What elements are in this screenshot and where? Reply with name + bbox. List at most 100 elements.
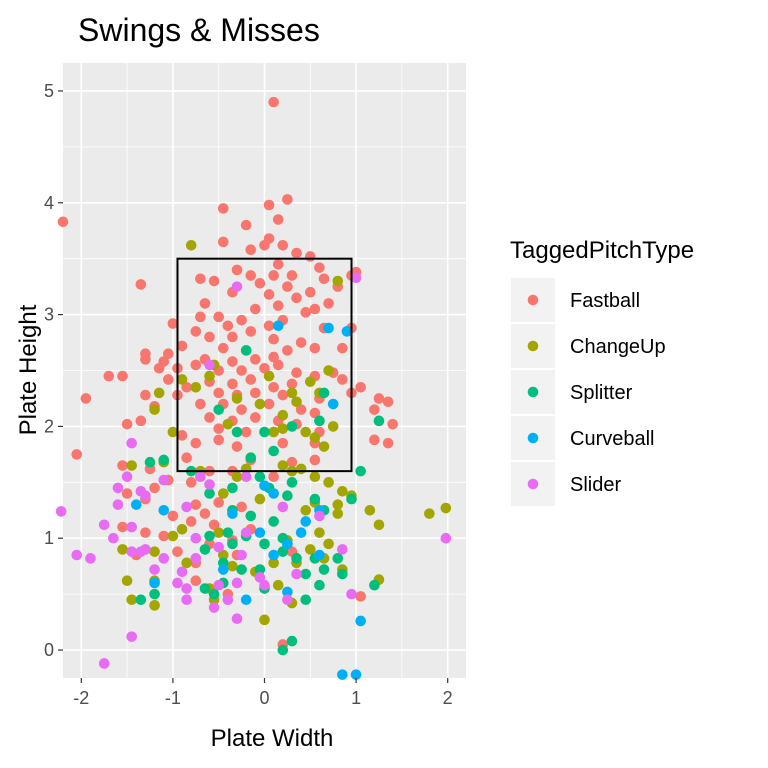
point-changeup [277,460,289,471]
chart-title: Swings & Misses [78,12,320,48]
point-slider [112,482,124,494]
point-splitter [227,538,238,550]
point-fastball [309,454,321,466]
point-fastball [250,387,261,399]
point-fastball [140,354,151,365]
point-curveball [323,322,334,334]
point-fastball [245,326,257,337]
x-tick-label: -1 [165,688,181,708]
point-changeup [231,471,243,483]
point-fastball [185,516,197,527]
point-slider [231,577,243,589]
point-fastball [199,508,211,519]
point-fastball [231,441,243,452]
point-fastball [355,591,366,602]
point-fastball [176,340,188,352]
point-changeup [364,504,376,516]
point-fastball [217,342,229,354]
point-fastball [295,337,307,348]
point-fastball [272,300,284,311]
y-tick-label: 0 [44,640,54,660]
point-splitter [199,544,211,555]
point-fastball [153,362,165,374]
point-slider [337,544,348,555]
point-changeup [337,485,348,497]
point-splitter [332,553,344,564]
y-tick-label: 1 [44,528,54,548]
point-fastball [272,214,284,225]
point-splitter [346,493,357,505]
point-fastball [268,333,279,345]
point-changeup [318,441,330,452]
point-slider [440,532,452,544]
point-fastball [286,270,298,281]
point-fastball [300,307,312,318]
point-fastball [208,519,220,531]
point-curveball [337,669,348,680]
point-changeup [291,396,302,408]
point-fastball [158,530,170,542]
point-fastball [254,277,266,289]
point-changeup [149,600,160,611]
point-changeup [327,421,339,432]
point-fastball [163,348,174,360]
data-points [55,96,452,680]
point-changeup [300,504,312,516]
point-slider [98,658,110,669]
point-curveball [282,586,293,598]
point-fastball [121,418,133,430]
point-fastball [309,407,321,419]
point-slider [314,510,325,522]
point-slider [108,532,119,544]
point-fastball [121,488,133,499]
legend-swatch-changeup [527,340,539,352]
point-fastball [318,273,330,285]
point-fastball [272,258,284,270]
point-slider [204,479,215,490]
point-splitter [277,546,289,557]
point-fastball [272,359,284,371]
point-splitter [318,387,330,399]
point-slider [55,506,67,517]
point-changeup [254,398,266,410]
point-fastball [263,199,275,211]
point-fastball [213,423,225,434]
point-curveball [217,564,229,575]
point-changeup [176,374,188,385]
point-fastball [304,251,316,262]
point-slider [112,499,124,510]
point-splitter [245,510,257,522]
point-fastball [181,452,192,464]
legend-label-fastball: Fastball [570,290,640,312]
point-slider [126,437,137,449]
x-tick-label: 1 [351,688,361,708]
legend: TaggedPitchType Fastball ChangeUp Splitter… [510,237,694,506]
point-changeup [181,557,192,569]
point-curveball [282,538,293,550]
point-slider [140,544,151,555]
point-splitter [222,527,234,538]
legend-swatch-curveball [527,432,539,444]
point-changeup [126,594,137,606]
point-changeup [222,418,234,430]
point-fastball [135,415,147,427]
point-slider [126,521,137,533]
point-splitter [135,594,147,606]
point-curveball [268,549,279,561]
point-fastball [250,303,261,315]
point-slider [259,579,270,591]
point-slider [231,613,243,625]
point-splitter [199,583,211,594]
x-tick-label: 2 [443,688,453,708]
point-changeup [217,488,229,499]
point-fastball [140,389,151,401]
point-changeup [300,426,312,438]
point-fastball [250,354,261,365]
point-changeup [309,432,321,443]
point-changeup [323,477,334,488]
point-fastball [217,236,229,248]
point-curveball [355,615,366,627]
point-fastball [213,311,225,323]
legend-swatch-slider [527,478,539,490]
